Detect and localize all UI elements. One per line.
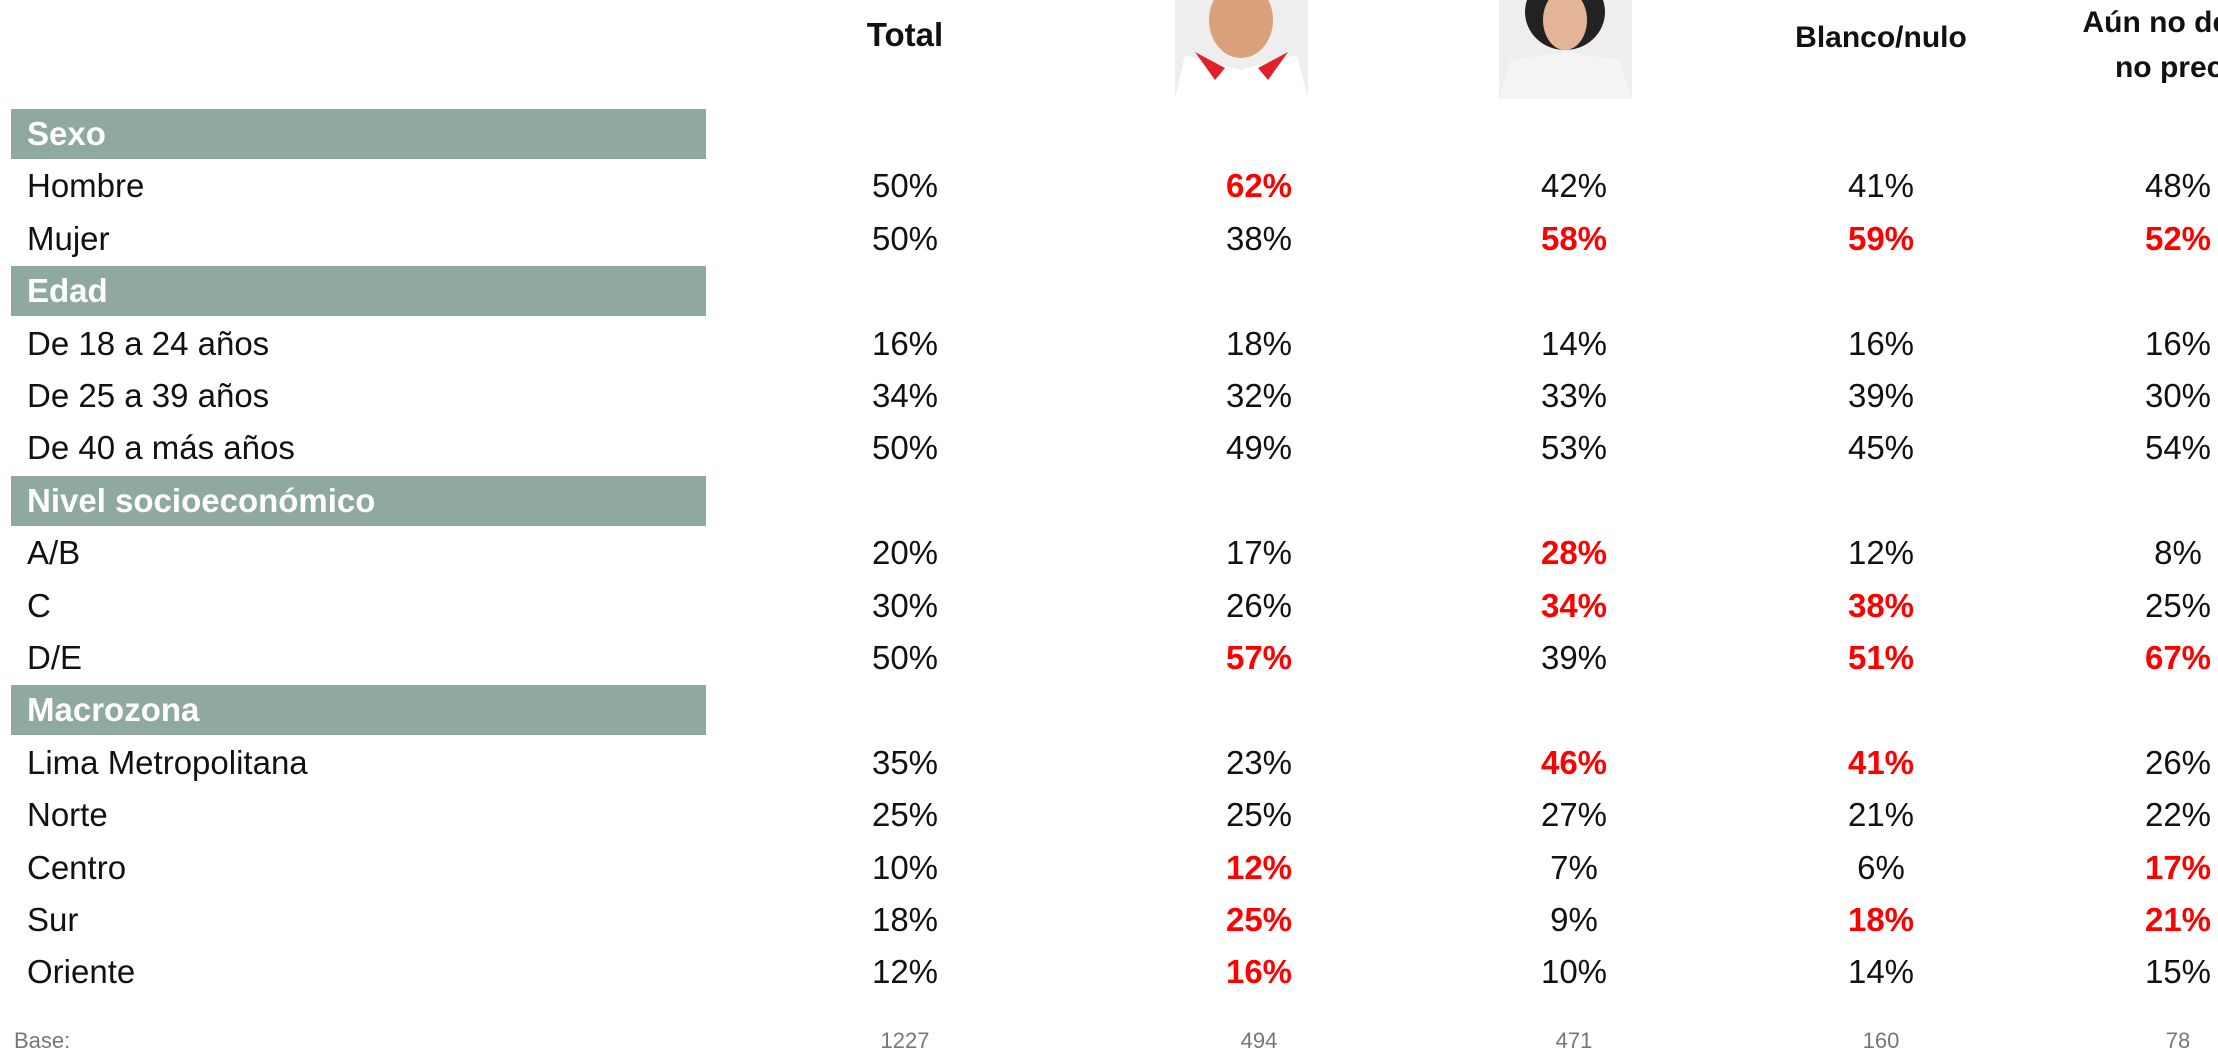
row-label: De 40 a más años (27, 429, 295, 467)
cell-value: 25% (2145, 587, 2211, 625)
base-value: 471 (1556, 1028, 1593, 1052)
header-undecided: no precisa (2115, 51, 2218, 85)
row-label: C (27, 587, 51, 625)
section-header: Sexo (11, 109, 706, 159)
row-label: Sur (27, 901, 78, 939)
row-label: De 18 a 24 años (27, 325, 269, 363)
cell-value: 15% (2145, 953, 2211, 991)
cell-value: 26% (1226, 587, 1292, 625)
cell-value: 14% (1848, 953, 1914, 991)
row-label: Hombre (27, 167, 144, 205)
cell-value: 20% (872, 534, 938, 572)
cell-value: 21% (1848, 796, 1914, 834)
base-value: 160 (1863, 1028, 1900, 1052)
base-value: 78 (2166, 1028, 2190, 1052)
cell-value: 21% (2145, 901, 2211, 939)
photo-figure (1175, 0, 1308, 99)
cell-value: 7% (1550, 849, 1598, 887)
base-value: 1227 (881, 1028, 930, 1052)
cell-value: 28% (1541, 534, 1607, 572)
cell-value: 33% (1541, 377, 1607, 415)
cell-value: 18% (872, 901, 938, 939)
cell-value: 38% (1226, 220, 1292, 258)
base-value: 494 (1241, 1028, 1278, 1052)
cell-value: 67% (2145, 639, 2211, 677)
cell-value: 10% (872, 849, 938, 887)
row-label: Centro (27, 849, 126, 887)
section-header: Macrozona (11, 685, 706, 735)
cell-value: 23% (1226, 744, 1292, 782)
cell-value: 17% (1226, 534, 1292, 572)
cell-value: 35% (872, 744, 938, 782)
cell-value: 9% (1550, 901, 1598, 939)
row-label: Lima Metropolitana (27, 744, 308, 782)
cell-value: 50% (872, 167, 938, 205)
header-blank: Blanco/nulo (1795, 21, 1967, 55)
candidate-photo (1499, 0, 1632, 99)
cell-value: 49% (1226, 429, 1292, 467)
cell-value: 39% (1541, 639, 1607, 677)
cell-value: 16% (872, 325, 938, 363)
row-label: D/E (27, 639, 82, 677)
header-undecided: Aún no decide/ (2082, 6, 2218, 40)
cell-value: 17% (2145, 849, 2211, 887)
page: Total Blanco/nulo Aún no decide/no precisa… (0, 0, 2218, 1052)
row-label: De 25 a 39 años (27, 377, 269, 415)
cell-value: 59% (1848, 220, 1914, 258)
cell-value: 10% (1541, 953, 1607, 991)
cell-value: 52% (2145, 220, 2211, 258)
cell-value: 62% (1226, 167, 1292, 205)
cell-value: 45% (1848, 429, 1914, 467)
cell-value: 50% (872, 639, 938, 677)
cell-value: 16% (1848, 325, 1914, 363)
cell-value: 38% (1848, 587, 1914, 625)
cell-value: 12% (1848, 534, 1914, 572)
cell-value: 12% (872, 953, 938, 991)
row-label: Norte (27, 796, 108, 834)
cell-value: 39% (1848, 377, 1914, 415)
cell-value: 53% (1541, 429, 1607, 467)
cell-value: 18% (1848, 901, 1914, 939)
cell-value: 34% (1541, 587, 1607, 625)
cell-value: 6% (1857, 849, 1905, 887)
cell-value: 57% (1226, 639, 1292, 677)
cell-value: 48% (2145, 167, 2211, 205)
cell-value: 41% (1848, 744, 1914, 782)
cell-value: 22% (2145, 796, 2211, 834)
row-label: Mujer (27, 220, 110, 258)
cell-value: 25% (872, 796, 938, 834)
cell-value: 12% (1226, 849, 1292, 887)
cell-value: 46% (1541, 744, 1607, 782)
row-label: A/B (27, 534, 80, 572)
cell-value: 50% (872, 220, 938, 258)
cell-value: 8% (2154, 534, 2202, 572)
cell-value: 30% (2145, 377, 2211, 415)
candidate-photo (1175, 0, 1308, 99)
cell-value: 26% (2145, 744, 2211, 782)
cell-value: 51% (1848, 639, 1914, 677)
cell-value: 41% (1848, 167, 1914, 205)
cell-value: 27% (1541, 796, 1607, 834)
cell-value: 30% (872, 587, 938, 625)
cell-value: 50% (872, 429, 938, 467)
section-header: Edad (11, 266, 706, 316)
cell-value: 42% (1541, 167, 1607, 205)
cell-value: 58% (1541, 220, 1607, 258)
base-label: Base: (14, 1028, 70, 1052)
row-label: Oriente (27, 953, 135, 991)
cell-value: 16% (2145, 325, 2211, 363)
cell-value: 25% (1226, 796, 1292, 834)
cell-value: 14% (1541, 325, 1607, 363)
photo-figure (1499, 0, 1632, 99)
cell-value: 54% (2145, 429, 2211, 467)
cell-value: 34% (872, 377, 938, 415)
cell-value: 32% (1226, 377, 1292, 415)
cell-value: 16% (1226, 953, 1292, 991)
cell-value: 25% (1226, 901, 1292, 939)
header-total: Total (867, 16, 943, 54)
cell-value: 18% (1226, 325, 1292, 363)
section-header: Nivel socioeconómico (11, 476, 706, 526)
